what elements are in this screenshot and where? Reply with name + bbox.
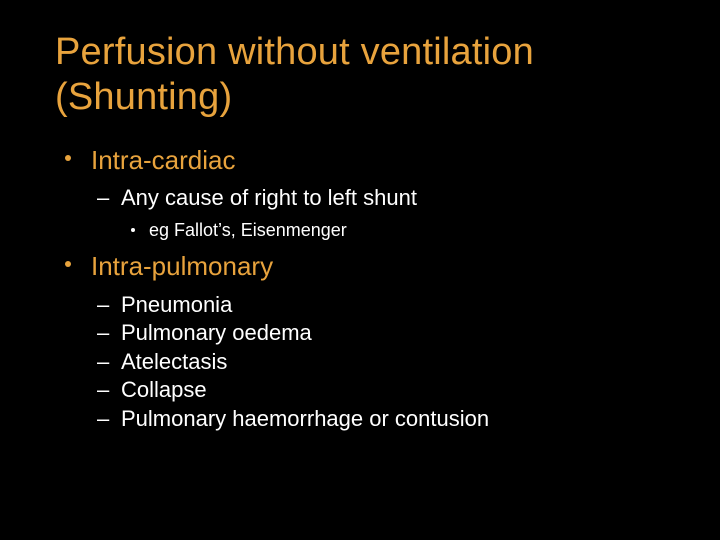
list-item: Intra-pulmonary – Pneumonia – Pulmonary … <box>55 250 665 433</box>
list-item: Intra-cardiac – Any cause of right to le… <box>55 144 665 242</box>
sublist: – Pneumonia – Pulmonary oedema – Atelect… <box>91 291 665 434</box>
dash-icon: – <box>97 319 109 348</box>
level2-label: Any cause of right to left shunt <box>121 185 417 210</box>
dash-icon: – <box>97 348 109 377</box>
bullet-icon <box>131 228 135 232</box>
list-item: – Atelectasis <box>91 348 665 377</box>
level2-label: Atelectasis <box>121 349 227 374</box>
list-item: – Any cause of right to left shunt eg Fa… <box>91 184 665 242</box>
list-item: eg Fallot’s, Eisenmenger <box>121 219 665 242</box>
sublist: eg Fallot’s, Eisenmenger <box>121 219 665 242</box>
dash-icon: – <box>97 291 109 320</box>
level2-label: Pulmonary oedema <box>121 320 312 345</box>
dash-icon: – <box>97 184 109 213</box>
bullet-list: Intra-cardiac – Any cause of right to le… <box>55 144 665 434</box>
list-item: – Pulmonary haemorrhage or contusion <box>91 405 665 434</box>
level2-label: Pneumonia <box>121 292 232 317</box>
level1-label: Intra-pulmonary <box>91 251 273 281</box>
level3-label: eg Fallot’s, Eisenmenger <box>149 220 347 240</box>
level2-label: Collapse <box>121 377 207 402</box>
list-item: – Pneumonia <box>91 291 665 320</box>
level2-label: Pulmonary haemorrhage or contusion <box>121 406 489 431</box>
list-item: – Pulmonary oedema <box>91 319 665 348</box>
dash-icon: – <box>97 376 109 405</box>
slide: Perfusion without ventilation (Shunting)… <box>0 0 720 540</box>
slide-title: Perfusion without ventilation (Shunting) <box>55 30 665 120</box>
level1-label: Intra-cardiac <box>91 145 236 175</box>
list-item: – Collapse <box>91 376 665 405</box>
dash-icon: – <box>97 405 109 434</box>
bullet-icon <box>65 155 71 161</box>
sublist: – Any cause of right to left shunt eg Fa… <box>91 184 665 242</box>
bullet-icon <box>65 261 71 267</box>
